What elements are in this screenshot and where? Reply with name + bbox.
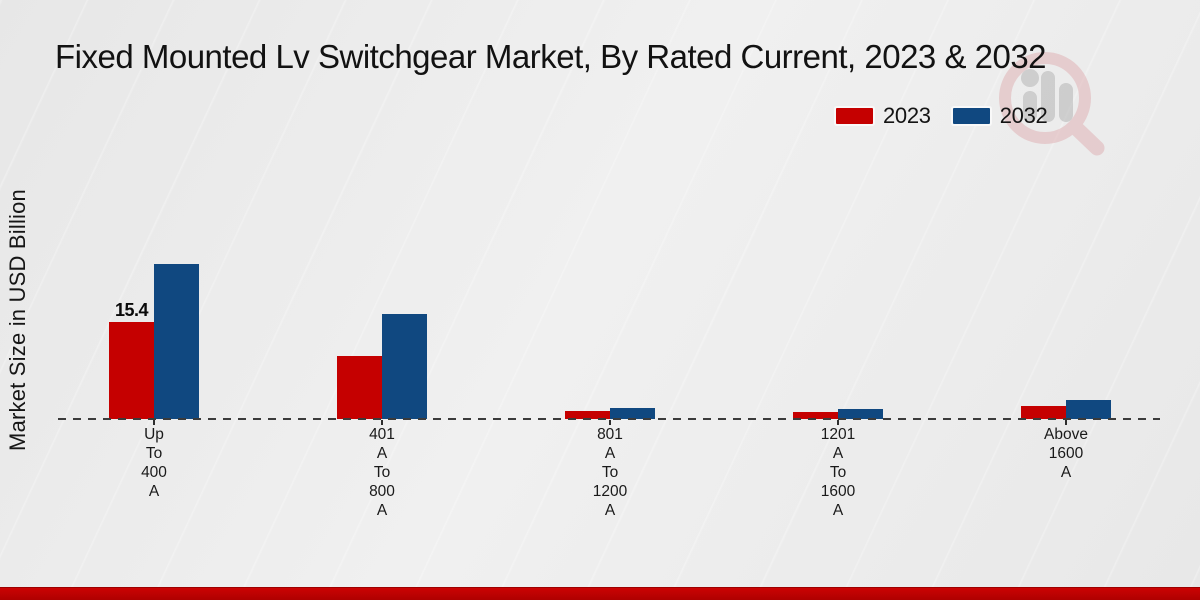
chart-title: Fixed Mounted Lv Switchgear Market, By R…	[55, 38, 1047, 75]
bar-group-1: 401 A To 800 A	[268, 259, 496, 519]
y-axis-label-wrap: Market Size in USD Billion	[2, 150, 34, 490]
bar-2023-2[interactable]	[565, 411, 610, 419]
x-axis-tick-2	[609, 420, 611, 425]
bar-group-4: Above 1600 A	[952, 259, 1180, 481]
legend-swatch-2023-icon	[836, 108, 873, 124]
x-axis-tick-0	[153, 420, 155, 425]
x-axis-tick-1	[381, 420, 383, 425]
bar-2023-4[interactable]	[1021, 406, 1066, 419]
bar-group-3: 1201 A To 1600 A	[724, 259, 952, 519]
bar-2023-3[interactable]	[793, 412, 838, 419]
x-axis-label-0: Up To 400 A	[141, 426, 167, 500]
legend-label-2032: 2032	[999, 103, 1048, 128]
bar-2032-0[interactable]	[154, 264, 199, 419]
legend-item-2023[interactable]: 2023	[836, 103, 931, 129]
y-axis-label: Market Size in USD Billion	[5, 189, 30, 451]
x-axis-label-1: 401 A To 800 A	[369, 426, 395, 519]
bar-2032-1[interactable]	[382, 314, 427, 419]
bar-2023-1[interactable]	[337, 356, 382, 419]
x-axis-tick-4	[1065, 420, 1067, 425]
bar-2032-4[interactable]	[1066, 400, 1111, 419]
legend-item-2032[interactable]: 2032	[952, 103, 1048, 129]
x-axis-label-2: 801 A To 1200 A	[592, 426, 628, 519]
x-axis-label-3: 1201 A To 1600 A	[820, 426, 856, 519]
plot-area: 15.4 Up To 400 A 401 A To 800 A 801 A To 1200 A 1201 A To…	[40, 259, 1180, 519]
bar-group-0: 15.4 Up To 400 A	[40, 259, 268, 500]
x-axis-label-4: Above 1600 A	[1044, 426, 1088, 481]
x-axis-baseline	[58, 418, 1160, 420]
data-label-2023-0: 15.4	[114, 300, 149, 320]
bar-2023-0[interactable]	[109, 322, 154, 419]
legend-swatch-2032-icon	[952, 108, 990, 124]
bar-group-2: 801 A To 1200 A	[496, 259, 724, 519]
bar-2032-3[interactable]	[838, 409, 883, 419]
x-axis-tick-3	[837, 420, 839, 425]
legend-label-2023: 2023	[883, 103, 931, 128]
watermark-magnifier-logo	[999, 52, 1105, 156]
footer-band	[0, 587, 1200, 600]
bar-2032-2[interactable]	[610, 408, 655, 419]
legend: 2023 2032	[836, 103, 1048, 129]
